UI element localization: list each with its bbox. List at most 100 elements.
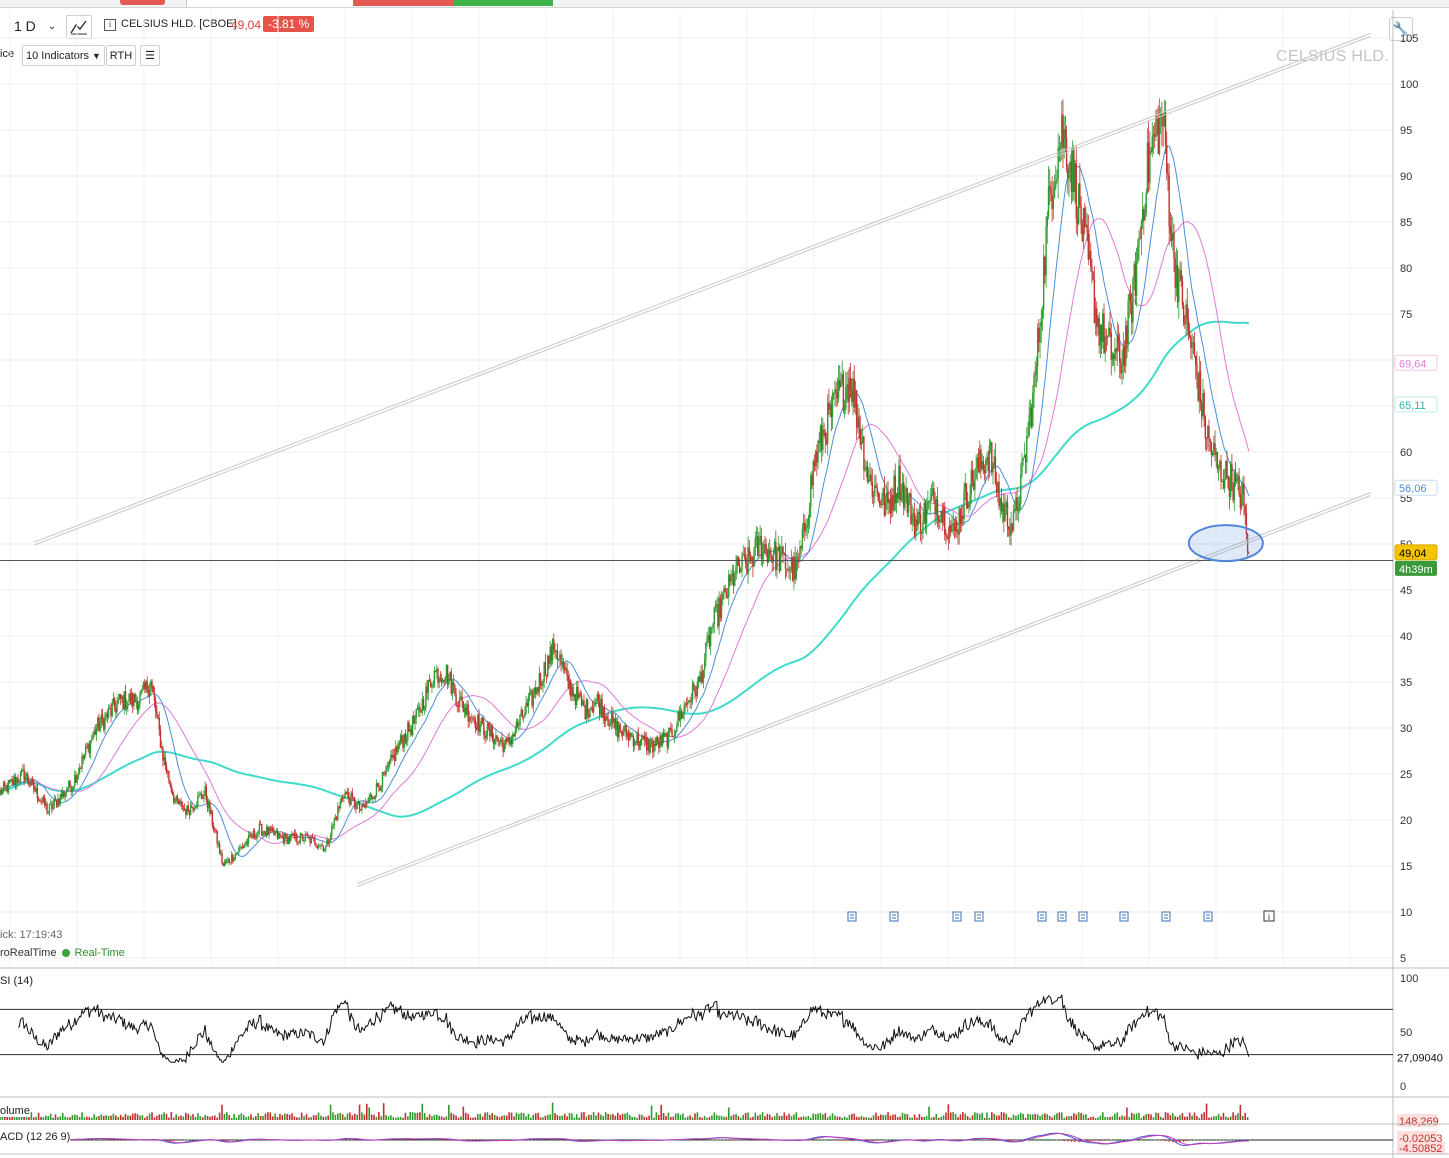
candle: [491, 725, 493, 740]
volume-bar: [674, 1113, 677, 1120]
volume-bar: [1101, 1112, 1104, 1120]
candle: [369, 794, 372, 797]
volume-bar: [629, 1115, 631, 1120]
candle: [699, 676, 701, 683]
volume-bar: [1150, 1114, 1152, 1120]
sell-button-strip[interactable]: [353, 0, 453, 6]
candle: [954, 521, 957, 532]
event-markers[interactable]: i: [847, 910, 1275, 922]
candle: [487, 723, 490, 728]
volume-bar: [279, 1113, 281, 1120]
price-tick: 25: [1400, 769, 1412, 781]
volume-bar: [105, 1115, 107, 1120]
candle: [1209, 438, 1211, 442]
volume-bar: [69, 1117, 71, 1120]
volume-bar: [146, 1116, 149, 1120]
volume-bar: [95, 1116, 98, 1120]
candle: [971, 469, 974, 483]
candle: [555, 650, 557, 653]
volume-bar: [259, 1115, 262, 1120]
candle: [1170, 233, 1173, 241]
ma-200-path: [0, 320, 1249, 818]
candle: [837, 380, 840, 399]
candle: [366, 802, 368, 804]
price-type-select[interactable]: ice: [0, 48, 15, 60]
volume-bar: [889, 1115, 892, 1120]
price-tick: 45: [1400, 585, 1412, 597]
rth-toggle[interactable]: RTH: [106, 45, 136, 66]
candle: [159, 730, 162, 748]
candle: [74, 775, 76, 787]
volume-bar: [814, 1114, 817, 1120]
candle: [916, 519, 918, 526]
volume-bar: [971, 1115, 974, 1120]
buy-button-strip[interactable]: [453, 0, 553, 6]
candle: [642, 735, 644, 737]
candle: [644, 737, 647, 741]
candle: [876, 487, 878, 493]
candle: [174, 800, 176, 803]
timeframe-select[interactable]: 1 D ⌄: [14, 15, 56, 37]
volume-bar: [1058, 1112, 1061, 1120]
volume-bar: [134, 1113, 136, 1120]
indicators-select[interactable]: 10 Indicators ▼: [22, 45, 105, 66]
candle: [463, 707, 466, 712]
ma-slow-value: 69,64: [1399, 358, 1427, 370]
candle: [1061, 114, 1063, 147]
macd-histogram-bar: [1197, 1139, 1199, 1141]
volume-bar: [682, 1113, 684, 1120]
info-icon[interactable]: i: [104, 19, 116, 31]
candle: [140, 689, 142, 695]
candle: [153, 692, 156, 701]
volume-bar: [1171, 1113, 1174, 1120]
volume-bar: [129, 1115, 132, 1120]
candle: [646, 737, 648, 751]
candle: [945, 534, 947, 537]
volume-bar: [928, 1106, 930, 1120]
candle: [1030, 407, 1033, 427]
volume-bar: [783, 1112, 786, 1120]
candle: [717, 604, 719, 627]
macd-histogram-bar: [1052, 1139, 1055, 1141]
highlight-ellipse[interactable]: [1187, 524, 1264, 563]
volume-bar: [749, 1117, 752, 1120]
candle: [347, 792, 350, 799]
macd-histogram-bar: [1103, 1140, 1105, 1141]
volume-bar: [462, 1106, 465, 1120]
volume-bar: [604, 1112, 607, 1120]
volume-bar: [616, 1112, 619, 1120]
candle: [530, 690, 532, 693]
candle: [1185, 304, 1187, 325]
candle: [987, 456, 989, 472]
volume-bar: [906, 1114, 909, 1120]
volume-bar: [843, 1116, 846, 1120]
volume-bar: [428, 1114, 431, 1120]
candle: [924, 502, 927, 524]
candle: [1182, 305, 1185, 323]
candle: [779, 555, 782, 571]
candle: [187, 805, 189, 812]
candle: [1169, 226, 1172, 234]
candle: [246, 841, 249, 844]
volume-bar: [141, 1115, 144, 1120]
volume-bar: [0, 1114, 1, 1120]
candle: [72, 786, 75, 788]
volume-bar: [276, 1116, 279, 1120]
candle: [352, 796, 355, 798]
candle: [1217, 467, 1220, 469]
candle: [461, 696, 463, 702]
candle: [1140, 222, 1143, 239]
candle: [742, 553, 744, 555]
volume-bar: [894, 1114, 897, 1120]
volume-bar: [489, 1114, 491, 1120]
macd-histogram-bar: [1030, 1138, 1033, 1141]
list-icon[interactable]: ☰: [140, 45, 160, 66]
volume-bar: [549, 1114, 551, 1120]
volume-bar: [177, 1116, 180, 1120]
candle: [929, 499, 931, 502]
candle: [144, 682, 146, 690]
candle: [382, 771, 385, 773]
trend-channel[interactable]: [33, 32, 1371, 887]
volume-bar: [1106, 1117, 1109, 1120]
